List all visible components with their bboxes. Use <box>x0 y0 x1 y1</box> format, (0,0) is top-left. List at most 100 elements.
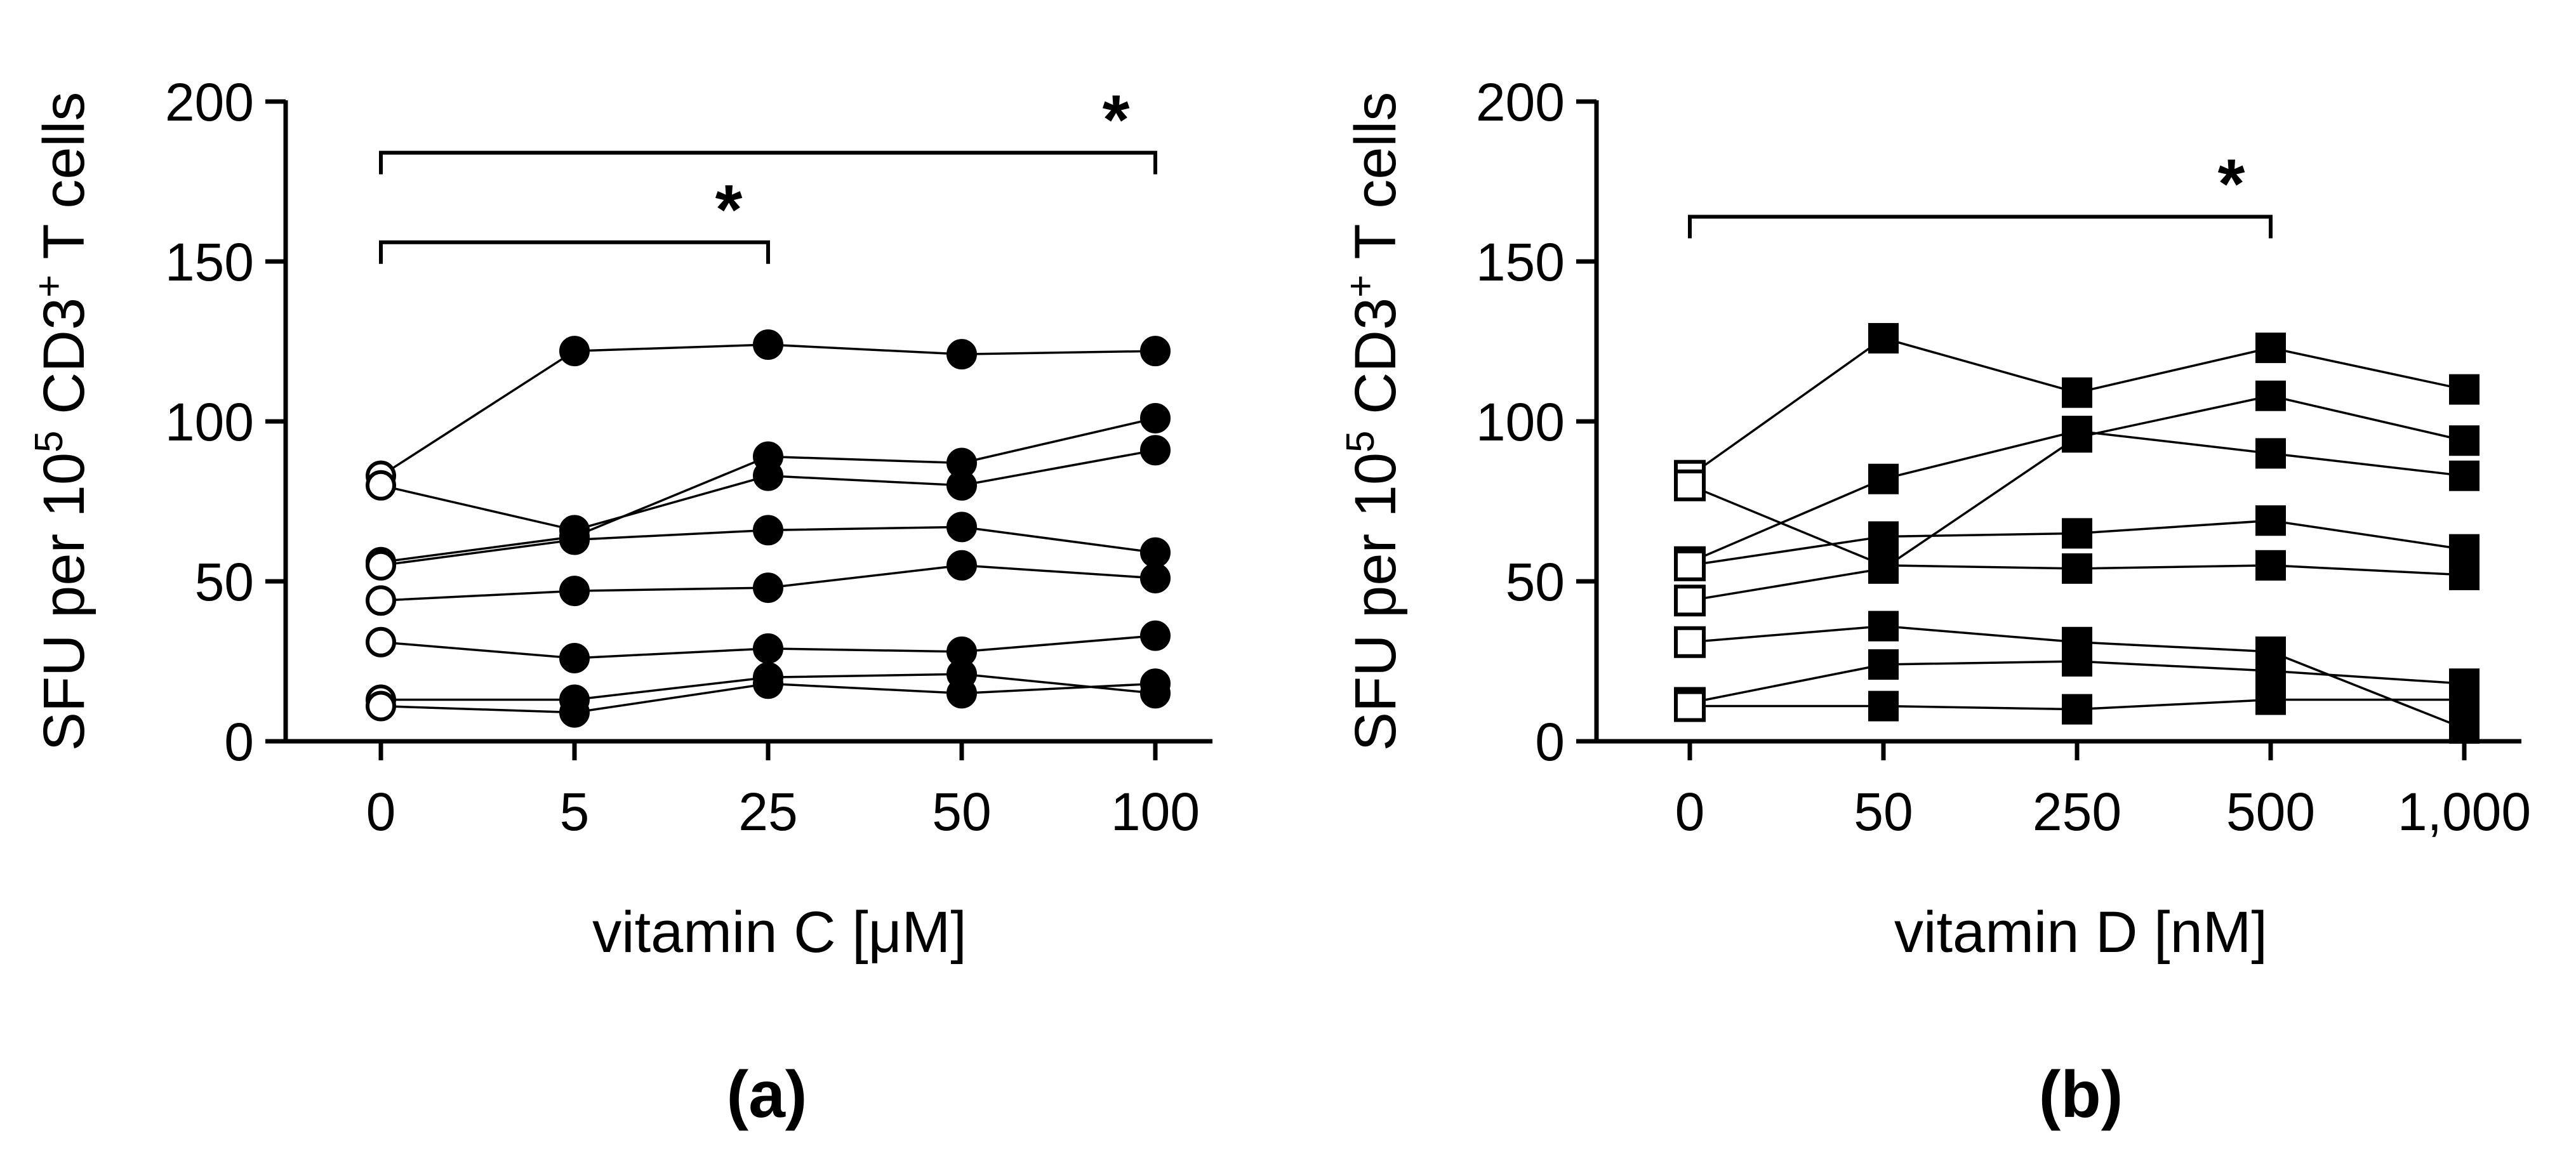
data-point <box>2255 656 2286 687</box>
panel-label: (a) <box>726 1058 807 1132</box>
data-point <box>2449 374 2480 405</box>
panel-b-vitamin-d: 0 50 100 150 200 0 50 250 500 1,000 vitamin D [nM]… <box>1339 72 2531 1132</box>
y-title-text: SFU per 10 <box>32 453 96 751</box>
data-point <box>1868 649 1899 680</box>
y-title-exponent: 5 <box>27 430 71 452</box>
panel-a-vitamin-c: 0 50 100 150 200 0 5 25 50 100 vitamin C [μM] SFU p… <box>27 72 1212 1132</box>
data-point <box>1140 435 1171 466</box>
data-point <box>2062 694 2092 725</box>
data-points <box>1674 322 2480 744</box>
bracket-line <box>379 150 1157 175</box>
data-point <box>753 441 783 472</box>
panel-label: (b) <box>2039 1058 2123 1132</box>
data-point <box>946 512 977 543</box>
data-point-baseline <box>1674 469 1706 501</box>
data-point <box>559 697 590 728</box>
data-point <box>2449 534 2480 565</box>
y-tick-label: 150 <box>165 232 254 292</box>
data-point <box>946 550 977 581</box>
significance-bracket: * <box>379 171 770 264</box>
data-point <box>559 576 590 607</box>
data-point <box>2255 333 2286 364</box>
data-point <box>1868 322 1899 354</box>
data-point <box>2449 713 2480 744</box>
data-point <box>2255 380 2286 411</box>
x-tick-label: 0 <box>1675 782 1705 842</box>
data-point-baseline <box>366 470 396 501</box>
data-point <box>559 524 590 555</box>
data-point <box>2449 559 2480 590</box>
y-title-exponent: 5 <box>1339 430 1383 452</box>
data-point-baseline <box>1674 690 1706 722</box>
axes: 0 50 100 150 200 0 5 25 50 100 <box>165 72 1212 842</box>
data-point-baseline <box>366 585 396 616</box>
data-point <box>2062 553 2092 584</box>
x-tick-label: 50 <box>1854 782 1913 842</box>
data-point <box>753 515 783 546</box>
y-axis-title: SFU per 105 CD3+ T cells <box>1339 92 1408 751</box>
data-point <box>2062 377 2092 408</box>
data-point <box>1140 537 1171 568</box>
y-tick-label: 50 <box>1506 552 1565 612</box>
axes: 0 50 100 150 200 0 50 250 500 1,000 <box>1476 72 2531 842</box>
data-point-baseline <box>366 626 396 658</box>
data-point <box>2255 684 2286 715</box>
x-axis-title: vitamin D [nM] <box>1894 900 2267 965</box>
significance-star: * <box>1103 81 1130 159</box>
y-title-superscript: + <box>1339 275 1383 298</box>
data-point <box>2062 422 2092 453</box>
data-point-baseline <box>366 550 396 581</box>
x-tick-label: 25 <box>738 782 797 842</box>
y-tick-label: 100 <box>1476 392 1565 452</box>
data-point <box>2449 460 2480 491</box>
data-point-baseline <box>366 691 396 722</box>
data-point <box>2062 646 2092 677</box>
data-point <box>753 633 783 664</box>
x-axis-title: vitamin C [μM] <box>592 900 967 965</box>
y-axis-title: SFU per 105 CD3+ T cells <box>27 92 96 751</box>
x-tick-label: 500 <box>2226 782 2315 842</box>
significance-bracket: * <box>379 81 1157 175</box>
data-point <box>2255 505 2286 536</box>
y-tick-label: 0 <box>224 712 254 772</box>
data-point <box>946 678 977 709</box>
y-title-text: T cells <box>1343 92 1408 275</box>
data-point <box>2255 550 2286 581</box>
x-tick-label: 5 <box>560 782 590 842</box>
data-point <box>2255 438 2286 469</box>
data-point <box>2449 425 2480 456</box>
y-tick-label: 200 <box>1476 72 1565 132</box>
data-point <box>1868 553 1899 584</box>
data-point <box>2449 684 2480 715</box>
y-tick-label: 50 <box>195 552 254 612</box>
data-point <box>753 329 783 360</box>
y-tick-label: 150 <box>1476 232 1565 292</box>
bracket-line <box>1688 215 2273 239</box>
data-point <box>1868 691 1899 722</box>
significance-star: * <box>2218 145 2245 223</box>
data-point <box>946 447 977 479</box>
data-point <box>1868 611 1899 642</box>
x-tick-label: 250 <box>2033 782 2121 842</box>
x-tick-label: 0 <box>366 782 396 842</box>
significance-bracket: * <box>1688 145 2273 239</box>
significance-star: * <box>715 171 743 249</box>
x-tick-label: 1,000 <box>2398 782 2531 842</box>
data-point <box>2062 518 2092 549</box>
y-tick-label: 0 <box>1535 712 1565 772</box>
data-point <box>1140 562 1171 593</box>
data-point <box>753 572 783 604</box>
data-point <box>1140 336 1171 367</box>
y-title-text: CD3 <box>32 298 96 431</box>
data-point-baseline <box>1674 585 1706 617</box>
x-tick-label: 50 <box>932 782 991 842</box>
data-point <box>946 339 977 370</box>
data-point <box>1140 620 1171 651</box>
data-point <box>1140 402 1171 433</box>
data-point <box>1140 668 1171 699</box>
y-title-text: SFU per 10 <box>1343 453 1408 751</box>
y-title-text: T cells <box>32 92 96 275</box>
data-point <box>559 336 590 367</box>
data-points <box>366 329 1171 728</box>
